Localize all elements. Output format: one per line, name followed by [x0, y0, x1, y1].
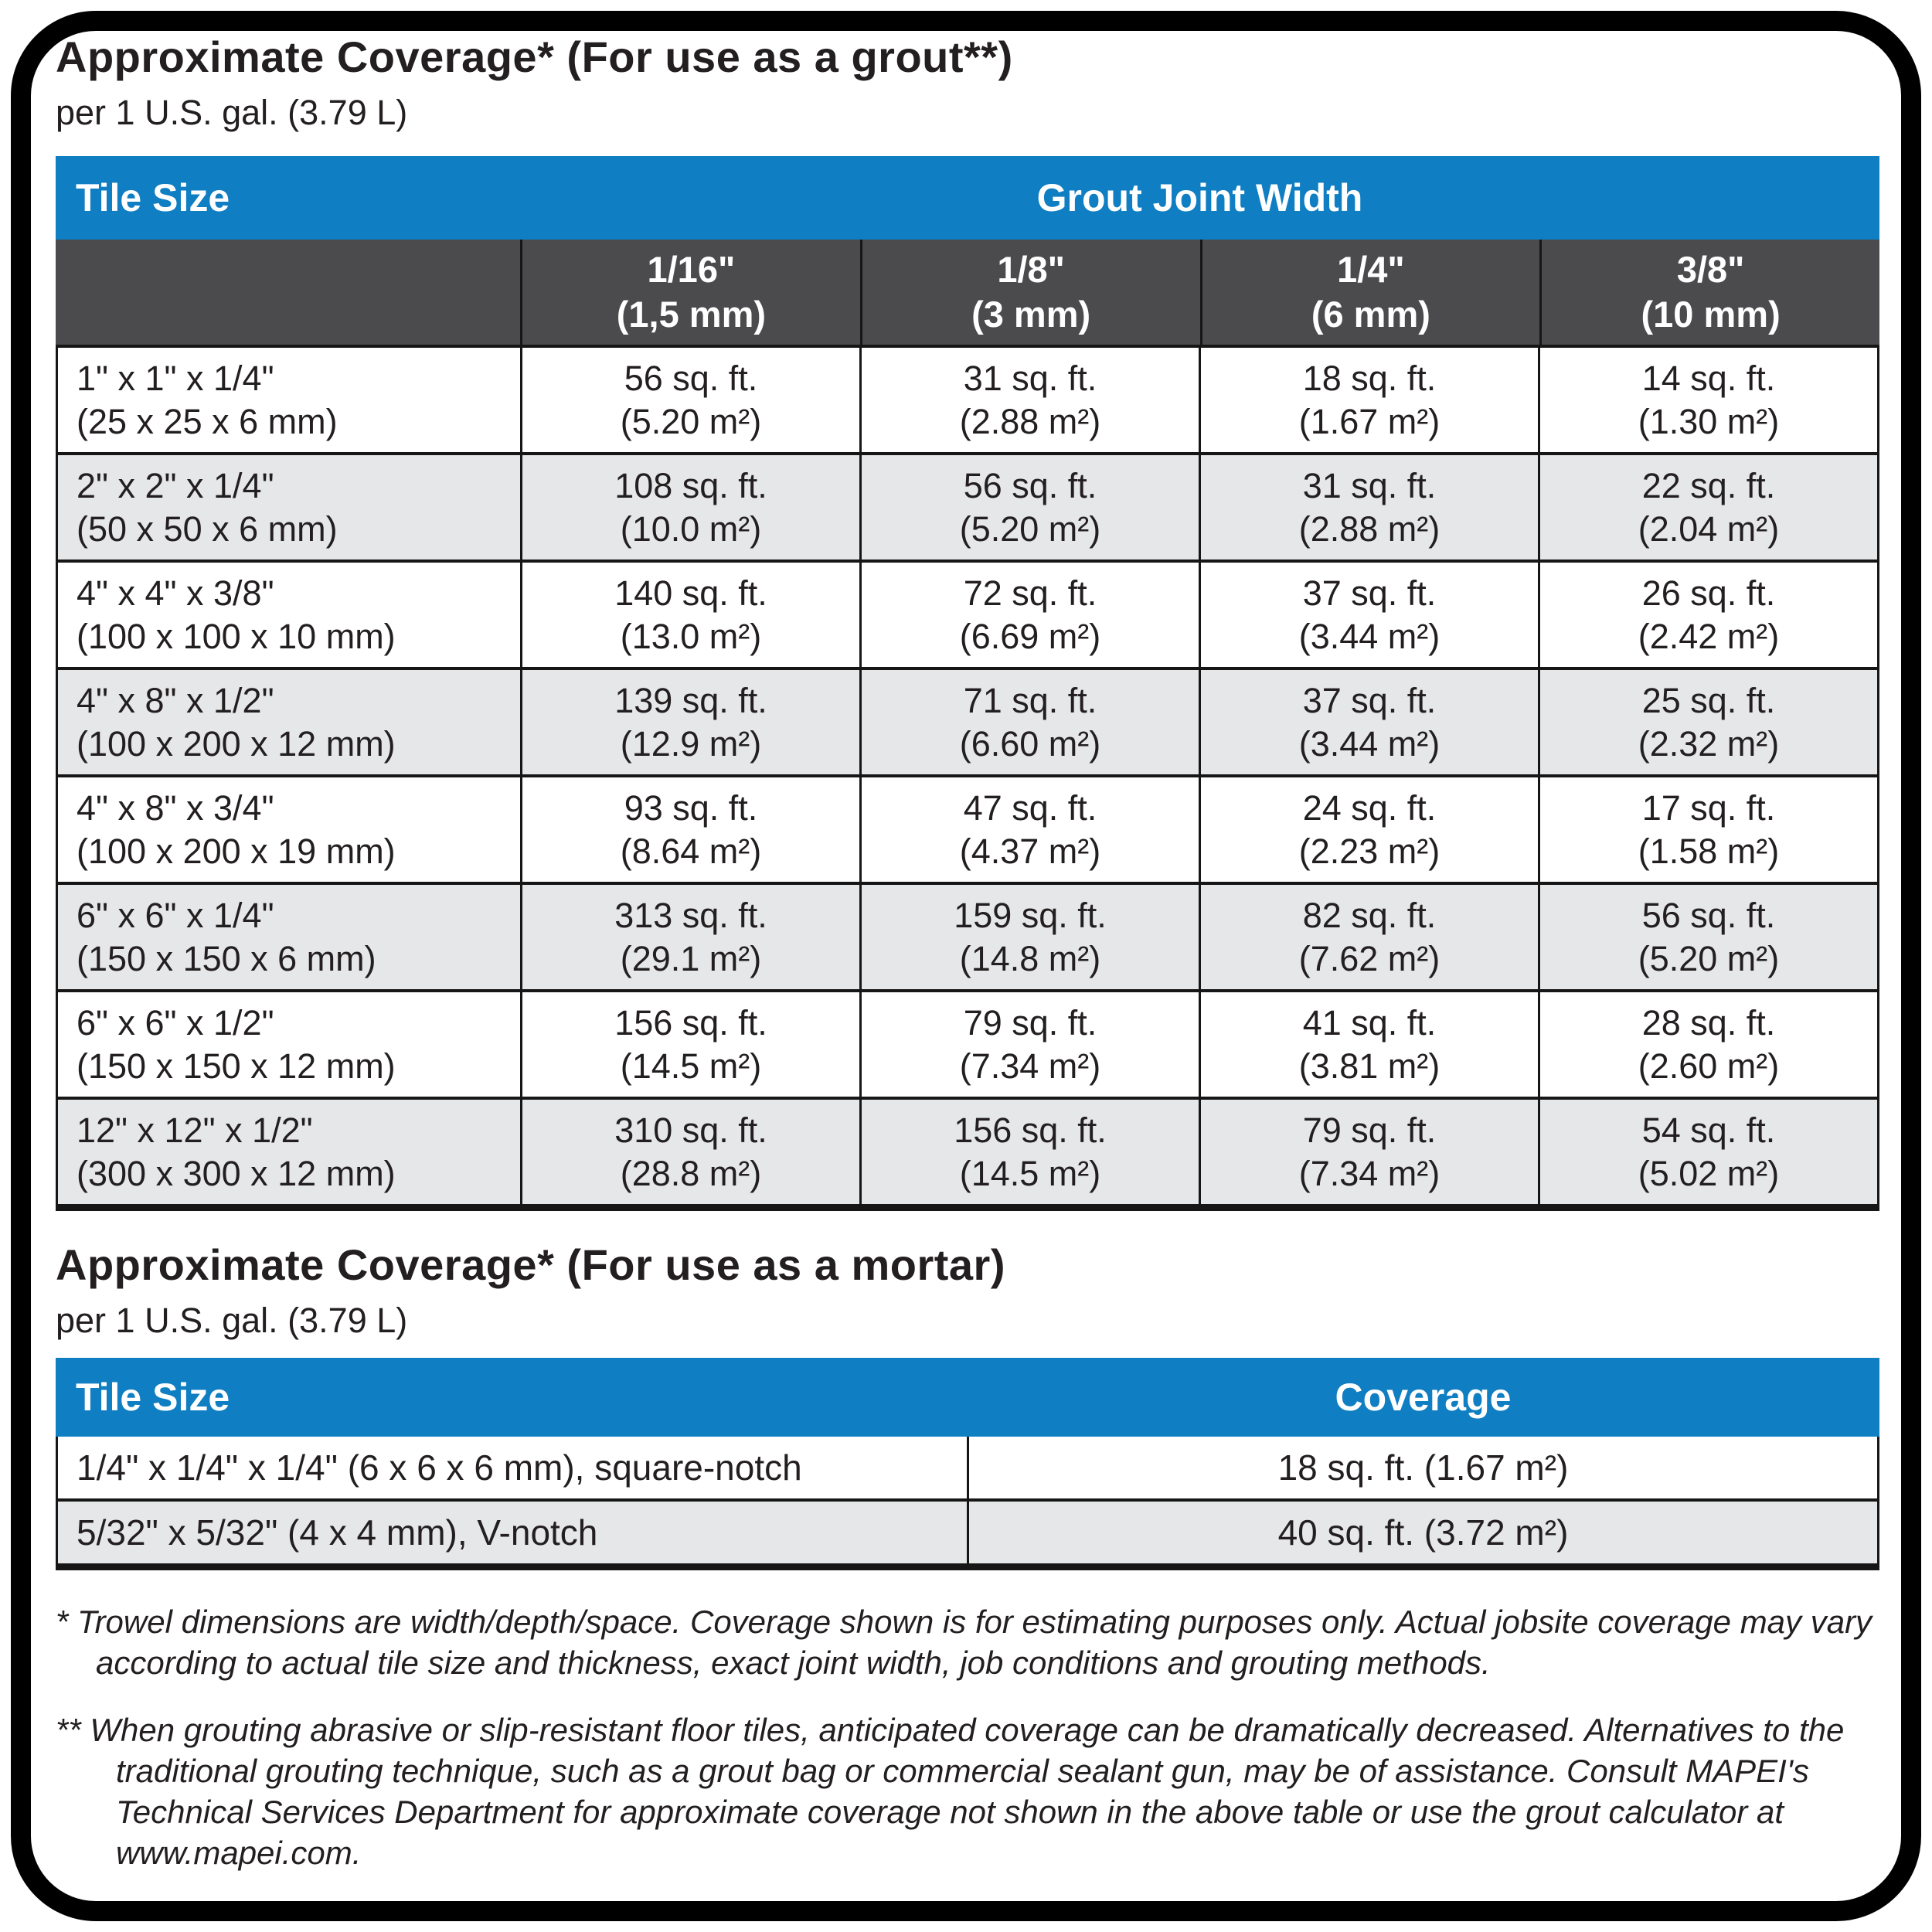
coverage-cell: 41 sq. ft. (3.81 m²)	[1199, 992, 1538, 1097]
tile-size-cell: 4" x 8" x 3/4" (100 x 200 x 19 mm)	[77, 787, 396, 871]
subheader-spacer-cell	[56, 240, 520, 345]
coverage-header: Coverage	[1335, 1376, 1512, 1419]
mortar-section-title: Approximate Coverage* (For use as a mort…	[56, 1240, 1005, 1289]
coverage-cell: 37 sq. ft. (3.44 m²)	[1199, 563, 1538, 667]
coverage-cell: 108 sq. ft. (10.0 m²)	[520, 455, 859, 560]
grout-coverage-table: Tile Size Grout Joint Width 1/16" (1,5 m…	[56, 156, 1879, 1211]
footnote-text: When grouting abrasive or slip-resistant…	[90, 1712, 1845, 1871]
page-content: Approximate Coverage* (For use as a grou…	[56, 32, 1879, 1873]
mortar-table-blue-header: Tile Size Coverage	[56, 1358, 1879, 1437]
grout-table-blue-header: Tile Size Grout Joint Width	[56, 156, 1879, 240]
grout-table-row: 6" x 6" x 1/4" (150 x 150 x 6 mm) 313 sq…	[58, 882, 1877, 989]
coverage-cell: 18 sq. ft. (1.67 m²)	[967, 1437, 1877, 1498]
coverage-cell: 56 sq. ft. (5.20 m²)	[859, 455, 1199, 560]
grout-table-row: 4" x 8" x 1/2" (100 x 200 x 12 mm) 139 s…	[58, 667, 1877, 774]
footnote-text: Trowel dimensions are width/depth/space.…	[77, 1604, 1872, 1681]
mortar-table-row: 5/32" x 5/32" (4 x 4 mm), V-notch 40 sq.…	[58, 1498, 1877, 1563]
mortar-coverage-table: Tile Size Coverage 1/4" x 1/4" x 1/4" (6…	[56, 1358, 1879, 1570]
grout-table-row: 12" x 12" x 1/2" (300 x 300 x 12 mm) 310…	[58, 1097, 1877, 1204]
grout-table-row: 6" x 6" x 1/2" (150 x 150 x 12 mm) 156 s…	[58, 989, 1877, 1097]
tile-size-cell: 12" x 12" x 1/2" (300 x 300 x 12 mm)	[77, 1110, 396, 1193]
coverage-cell: 156 sq. ft. (14.5 m²)	[520, 992, 859, 1097]
grout-section-title: Approximate Coverage* (For use as a grou…	[56, 32, 1013, 81]
coverage-cell: 24 sq. ft. (2.23 m²)	[1199, 777, 1538, 882]
coverage-cell: 17 sq. ft. (1.58 m²)	[1538, 777, 1877, 882]
joint-width-col-header: 1/4" (6 mm)	[1199, 240, 1540, 345]
coverage-cell: 22 sq. ft. (2.04 m²)	[1538, 455, 1877, 560]
tile-size-cell: 1" x 1" x 1/4" (25 x 25 x 6 mm)	[77, 358, 338, 441]
coverage-cell: 47 sq. ft. (4.37 m²)	[859, 777, 1199, 882]
tile-size-header: Tile Size	[76, 176, 230, 219]
grout-section-subtitle: per 1 U.S. gal. (3.79 L)	[56, 93, 408, 132]
coverage-cell: 26 sq. ft. (2.42 m²)	[1538, 563, 1877, 667]
joint-width-col-header: 1/8" (3 mm)	[859, 240, 1200, 345]
coverage-cell: 40 sq. ft. (3.72 m²)	[967, 1502, 1877, 1563]
coverage-cell: 159 sq. ft. (14.8 m²)	[859, 885, 1199, 989]
coverage-cell: 18 sq. ft. (1.67 m²)	[1199, 348, 1538, 452]
coverage-cell: 56 sq. ft. (5.20 m²)	[1538, 885, 1877, 989]
coverage-cell: 79 sq. ft. (7.34 m²)	[859, 992, 1199, 1097]
tile-size-cell: 4" x 4" x 3/8" (100 x 100 x 10 mm)	[77, 573, 396, 656]
tile-size-cell: 6" x 6" x 1/4" (150 x 150 x 6 mm)	[77, 895, 376, 978]
coverage-cell: 139 sq. ft. (12.9 m²)	[520, 670, 859, 774]
joint-width-col-header: 3/8" (10 mm)	[1539, 240, 1879, 345]
tile-size-cell: 6" x 6" x 1/2" (150 x 150 x 12 mm)	[77, 1002, 396, 1086]
tile-size-cell: 4" x 8" x 1/2" (100 x 200 x 12 mm)	[77, 680, 396, 764]
coverage-cell: 72 sq. ft. (6.69 m²)	[859, 563, 1199, 667]
coverage-cell: 28 sq. ft. (2.60 m²)	[1538, 992, 1877, 1097]
coverage-cell: 313 sq. ft. (29.1 m²)	[520, 885, 859, 989]
coverage-cell: 37 sq. ft. (3.44 m²)	[1199, 670, 1538, 774]
coverage-cell: 93 sq. ft. (8.64 m²)	[520, 777, 859, 882]
coverage-cell: 71 sq. ft. (6.60 m²)	[859, 670, 1199, 774]
joint-width-col-header: 1/16" (1,5 mm)	[520, 240, 860, 345]
grout-table-row: 1" x 1" x 1/4" (25 x 25 x 6 mm) 56 sq. f…	[58, 348, 1877, 452]
coverage-cell: 54 sq. ft. (5.02 m²)	[1538, 1100, 1877, 1204]
grout-table-row: 4" x 4" x 3/8" (100 x 100 x 10 mm) 140 s…	[58, 560, 1877, 667]
mortar-section-subtitle: per 1 U.S. gal. (3.79 L)	[56, 1301, 408, 1340]
footnote-trowel-dimensions: * Trowel dimensions are width/depth/spac…	[56, 1601, 1879, 1683]
grout-table-body: 1" x 1" x 1/4" (25 x 25 x 6 mm) 56 sq. f…	[56, 345, 1879, 1211]
coverage-cell: 14 sq. ft. (1.30 m²)	[1538, 348, 1877, 452]
grout-table-row: 2" x 2" x 1/4" (50 x 50 x 6 mm) 108 sq. …	[58, 452, 1877, 560]
coverage-cell: 156 sq. ft. (14.5 m²)	[859, 1100, 1199, 1204]
tile-size-cell: 1/4" x 1/4" x 1/4" (6 x 6 x 6 mm), squar…	[77, 1447, 802, 1488]
coverage-cell: 82 sq. ft. (7.62 m²)	[1199, 885, 1538, 989]
coverage-cell: 31 sq. ft. (2.88 m²)	[859, 348, 1199, 452]
coverage-cell: 25 sq. ft. (2.32 m²)	[1538, 670, 1877, 774]
coverage-cell: 310 sq. ft. (28.8 m²)	[520, 1100, 859, 1204]
footnote-marker: *	[56, 1604, 69, 1640]
coverage-cell: 140 sq. ft. (13.0 m²)	[520, 563, 859, 667]
tile-size-header: Tile Size	[76, 1376, 230, 1419]
footnote-grouting-abrasive: ** When grouting abrasive or slip-resist…	[56, 1709, 1879, 1873]
mortar-table-row: 1/4" x 1/4" x 1/4" (6 x 6 x 6 mm), squar…	[58, 1437, 1877, 1498]
coverage-cell: 79 sq. ft. (7.34 m²)	[1199, 1100, 1538, 1204]
coverage-cell: 31 sq. ft. (2.88 m²)	[1199, 455, 1538, 560]
tile-size-cell: 2" x 2" x 1/4" (50 x 50 x 6 mm)	[77, 465, 338, 549]
coverage-cell: 56 sq. ft. (5.20 m²)	[520, 348, 859, 452]
grout-table-row: 4" x 8" x 3/4" (100 x 200 x 19 mm) 93 sq…	[58, 774, 1877, 882]
tile-size-cell: 5/32" x 5/32" (4 x 4 mm), V-notch	[77, 1512, 598, 1553]
grout-table-joint-subheader: 1/16" (1,5 mm) 1/8" (3 mm) 1/4" (6 mm) 3…	[56, 240, 1879, 345]
grout-joint-width-header: Grout Joint Width	[1036, 176, 1363, 219]
mortar-table-body: 1/4" x 1/4" x 1/4" (6 x 6 x 6 mm), squar…	[56, 1437, 1879, 1570]
footnote-marker: **	[56, 1712, 81, 1748]
